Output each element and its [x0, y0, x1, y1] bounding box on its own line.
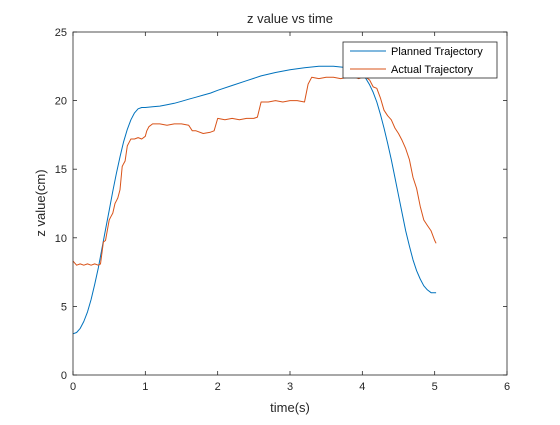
x-tick-label: 0 — [70, 381, 76, 393]
x-tick-label: 2 — [215, 381, 221, 393]
series-line-actual-trajectory — [72, 76, 437, 266]
series-layer — [72, 65, 437, 335]
chart-title: z value vs time — [247, 11, 333, 26]
x-tick-label: 1 — [142, 381, 148, 393]
y-tick-label: 0 — [61, 370, 67, 382]
legend-label-actual: Actual Trajectory — [391, 64, 473, 76]
x-tick-label: 4 — [359, 381, 365, 393]
y-tick-label: 20 — [55, 96, 67, 108]
x-tick-label: 3 — [287, 381, 293, 393]
y-tick-label: 10 — [55, 233, 67, 245]
plot-area — [73, 32, 507, 375]
y-tick-label: 5 — [61, 301, 67, 313]
legend-label-planned: Planned Trajectory — [391, 46, 483, 58]
axes-layer: 0 1 2 3 4 5 6 0 5 10 15 20 25 — [55, 27, 510, 393]
x-tick-label: 5 — [432, 381, 438, 393]
y-tick-label: 25 — [55, 27, 67, 39]
y-tick-label: 15 — [55, 164, 67, 176]
legend: Planned Trajectory Actual Trajectory — [342, 41, 498, 79]
series-line-planned-trajectory — [72, 65, 437, 335]
x-axis-label: time(s) — [270, 400, 310, 415]
legend-box — [342, 41, 498, 79]
x-tick-label: 6 — [504, 381, 510, 393]
y-axis-label: z value(cm) — [33, 169, 48, 236]
